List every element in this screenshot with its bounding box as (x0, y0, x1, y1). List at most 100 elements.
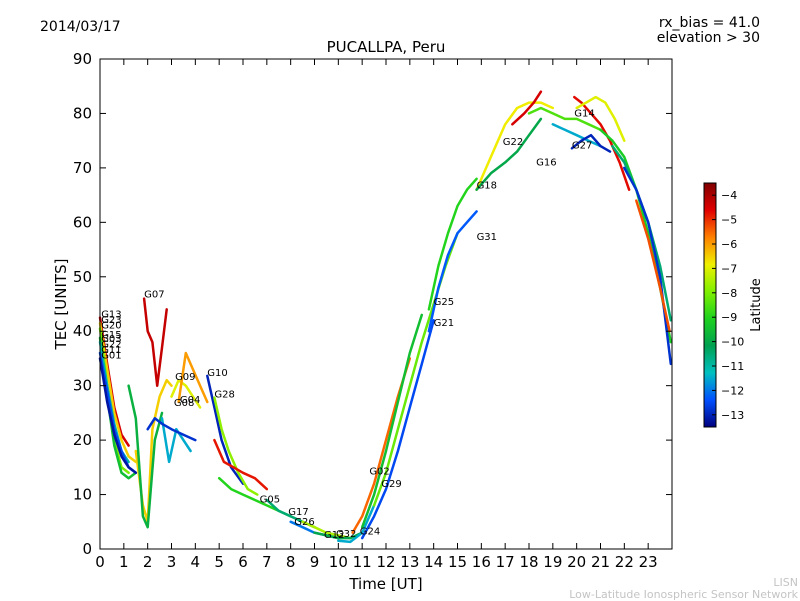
colorbar-tick-label: −4 (721, 189, 737, 202)
series-g06 (127, 384, 164, 529)
annotation-g11: G11 (101, 345, 121, 356)
x-tick-label: 10 (329, 553, 348, 571)
footer-network: Low-Latitude Ionospheric Sensor Network (569, 588, 798, 601)
series-g08 (160, 417, 192, 464)
date-label: 2014/03/17 (40, 19, 121, 35)
series-g34 (575, 95, 626, 142)
colorbar-tick-label: −13 (721, 409, 744, 422)
annotation-g10: G10 (207, 368, 227, 379)
chart-title: PUCALLPA, Peru (327, 38, 446, 56)
series-g23 (98, 321, 138, 464)
annotation-g28: G28 (214, 390, 234, 401)
series-g16 (475, 117, 543, 191)
x-tick-label: 19 (543, 553, 562, 571)
annotation-g31: G31 (477, 232, 497, 243)
series-g28 (213, 396, 259, 496)
series-g01 (98, 357, 138, 475)
colorbar-tick-label: −7 (721, 262, 737, 275)
y-tick-label: 80 (73, 104, 92, 122)
colorbar-tick-label: −12 (721, 384, 744, 397)
y-tick-label: 70 (73, 159, 92, 177)
y-tick-label: 10 (73, 486, 92, 504)
series-g32 (313, 531, 364, 540)
series-g29 (360, 319, 435, 540)
annotation-g05: G05 (260, 495, 280, 506)
x-axis: 0 1 2 3 4 5 6 7 8 9 10 11 12 13 14 15 16 17 18 19 20 21 22 23 (95, 59, 658, 571)
annotation-g07: G07 (144, 289, 164, 300)
rx-bias-label: rx_bias = 41.0 (659, 15, 760, 31)
series-g41 (635, 199, 671, 333)
annotation-g20: G20 (101, 321, 121, 332)
series-g35 (570, 133, 612, 153)
x-tick-label: 1 (119, 553, 129, 571)
annotation-g09: G09 (175, 372, 195, 383)
series-g09 (170, 378, 202, 409)
annotation-g26: G26 (294, 517, 314, 528)
series-g24 (337, 504, 376, 544)
annotation-g24: G24 (360, 526, 380, 537)
y-axis: 0 10 20 30 40 50 60 70 80 90 (73, 50, 672, 558)
x-tick-label: 6 (238, 553, 248, 571)
x-tick-label: 21 (591, 553, 610, 571)
colorbar-tick-label: −10 (721, 336, 744, 349)
annotation-layer: G13G23G20G15G03G22G11G01G07G09G04G08G10G… (101, 109, 595, 541)
y-tick-label: 30 (73, 377, 92, 395)
annotation-g03: G03 (101, 334, 121, 345)
annotation-g02: G02 (369, 466, 389, 477)
series-g38 (599, 128, 673, 344)
y-tick-label: 0 (82, 540, 92, 558)
series-g25 (360, 313, 424, 529)
x-axis-label: Time [UT] (348, 575, 422, 593)
series-layer (98, 90, 673, 544)
annotation-g22: G22 (503, 137, 523, 148)
annotation-g04: G04 (180, 395, 200, 406)
annotation-g27: G27 (572, 140, 592, 151)
x-tick-label: 23 (639, 553, 658, 571)
series-g31 (427, 210, 478, 333)
y-tick-label: 20 (73, 431, 92, 449)
colorbar-tick-label: −9 (721, 311, 737, 324)
annotation-g29: G29 (381, 479, 401, 490)
series-g18 (427, 177, 478, 311)
x-tick-label: 18 (519, 553, 538, 571)
annotation-g14: G14 (574, 109, 594, 120)
x-tick-label: 13 (400, 553, 419, 571)
annotation-g25: G25 (434, 297, 454, 308)
series-g33 (213, 438, 269, 491)
x-tick-label: 3 (167, 553, 177, 571)
series-g07 (142, 297, 168, 387)
annotation-g15: G15 (101, 330, 121, 341)
series-g40 (623, 166, 673, 366)
series-g21 (372, 231, 459, 507)
x-tick-label: 22 (615, 553, 634, 571)
annotation-g17: G17 (288, 507, 308, 518)
x-tick-label: 5 (214, 553, 224, 571)
y-tick-label: 40 (73, 322, 92, 340)
y-tick-label: 60 (73, 213, 92, 231)
elevation-label: elevation > 30 (657, 30, 760, 46)
x-tick-label: 7 (262, 553, 272, 571)
x-tick-label: 2 (143, 553, 153, 571)
x-tick-label: 12 (376, 553, 395, 571)
x-tick-label: 9 (310, 553, 320, 571)
colorbar-tick-label: −11 (721, 360, 744, 373)
annotation-g18: G18 (477, 181, 497, 192)
x-tick-label: 16 (472, 553, 491, 571)
x-tick-label: 14 (424, 553, 443, 571)
annotation-g08: G08 (174, 398, 194, 409)
colorbar-ticks: −4 −5 −6 −7 −8 −9 −10 −11 −12 −13 (712, 189, 744, 422)
x-tick-label: 17 (496, 553, 515, 571)
series-g22 (475, 101, 555, 191)
annotation-g21: G21 (434, 318, 454, 329)
series-g12 (301, 520, 352, 540)
x-tick-label: 8 (286, 553, 296, 571)
x-tick-label: 11 (353, 553, 372, 571)
y-axis-label: TEC [UNITS] (52, 259, 70, 351)
annotation-g16: G16 (536, 158, 556, 169)
annotation-g01: G01 (101, 350, 121, 361)
annotation-g12: G12 (324, 530, 344, 541)
series-g10 (206, 374, 245, 485)
x-tick-label: 15 (448, 553, 467, 571)
series-g14 (527, 106, 602, 132)
annotation-g23: G23 (101, 315, 121, 326)
